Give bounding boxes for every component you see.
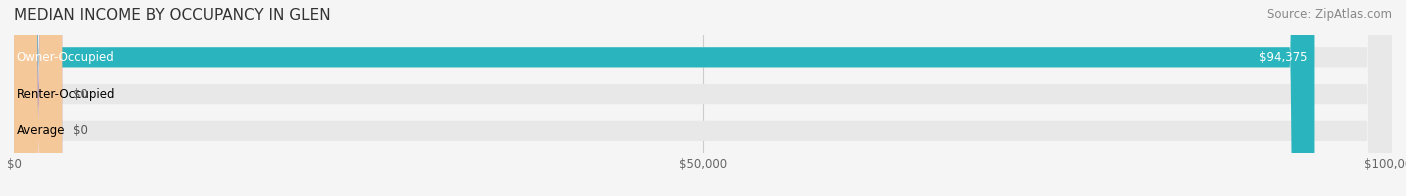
FancyBboxPatch shape bbox=[14, 0, 1392, 196]
Text: $94,375: $94,375 bbox=[1258, 51, 1308, 64]
Text: Owner-Occupied: Owner-Occupied bbox=[17, 51, 114, 64]
FancyBboxPatch shape bbox=[14, 0, 1392, 196]
FancyBboxPatch shape bbox=[14, 0, 1392, 196]
Text: $0: $0 bbox=[73, 124, 89, 137]
Text: Source: ZipAtlas.com: Source: ZipAtlas.com bbox=[1267, 8, 1392, 21]
Text: MEDIAN INCOME BY OCCUPANCY IN GLEN: MEDIAN INCOME BY OCCUPANCY IN GLEN bbox=[14, 8, 330, 23]
FancyBboxPatch shape bbox=[14, 0, 62, 196]
FancyBboxPatch shape bbox=[14, 0, 62, 196]
Text: Average: Average bbox=[17, 124, 65, 137]
FancyBboxPatch shape bbox=[14, 0, 1315, 196]
Text: $0: $0 bbox=[73, 88, 89, 101]
Text: Renter-Occupied: Renter-Occupied bbox=[17, 88, 115, 101]
